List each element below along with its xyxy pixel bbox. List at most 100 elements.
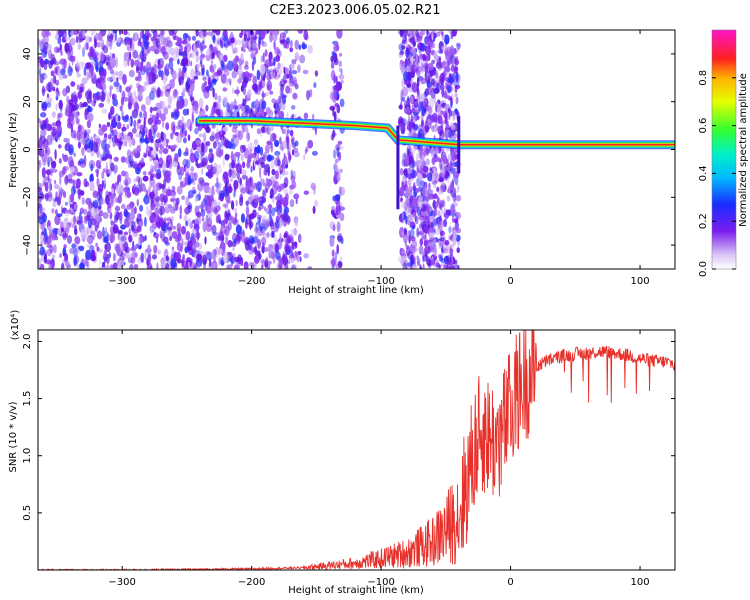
spectrogram-cell: [240, 153, 244, 162]
spectrogram-image: [38, 30, 675, 269]
spectrogram-cell: [150, 198, 154, 205]
spectrogram-cell: [414, 100, 418, 106]
spectrogram-cell: [160, 184, 166, 190]
spectrogram-cell: [437, 217, 440, 228]
spectrogram-cell: [223, 69, 230, 77]
spectrogram-cell: [248, 235, 255, 245]
spectrogram-cell: [288, 190, 293, 195]
spectrogram-cell: [195, 40, 202, 49]
spectrogram-cell: [437, 189, 444, 195]
spectrogram-cell: [174, 153, 179, 162]
spectrogram-cell: [90, 66, 94, 77]
spectrogram-cell: [189, 122, 193, 132]
spectrogram-cell: [149, 208, 152, 215]
spectrogram-cell: [242, 81, 247, 86]
spectrogram-cell: [113, 156, 119, 162]
spectrogram-cell: [430, 87, 436, 99]
spectrogram-cell: [156, 107, 161, 118]
spectrogram-cell: [421, 187, 427, 197]
spectrogram-cell: [261, 264, 264, 269]
spectrogram-cell: [200, 53, 206, 59]
spectrogram-cell: [53, 74, 57, 84]
spectrogram-cell: [230, 150, 234, 162]
spectrogram-cell: [69, 31, 74, 37]
spectrogram-cell: [255, 98, 260, 109]
spectrogram-cell: [120, 245, 125, 252]
spectrogram-cell: [227, 60, 234, 71]
spectrogram-cell: [274, 234, 277, 243]
spectrogram-cell: [271, 168, 276, 176]
spectrogram-cell: [110, 162, 115, 172]
spectrogram-cell: [222, 252, 229, 264]
spectrogram-cell: [213, 162, 218, 174]
spectrogram-cell: [117, 37, 121, 44]
spectrogram-cell: [426, 258, 432, 267]
spectrogram-cell: [85, 249, 92, 261]
spectrogram-cell: [241, 30, 244, 36]
spectrogram-cell: [401, 255, 407, 262]
spectrogram-cell: [214, 182, 220, 188]
spectrogram-cell: [244, 240, 250, 251]
spectrogram-cell: [435, 262, 440, 268]
spectrogram-cell: [432, 210, 438, 217]
spectrogram-cell: [172, 124, 176, 135]
spectrogram-cell: [45, 192, 49, 202]
spectrogram-cell: [200, 107, 203, 112]
spectrogram-cell: [137, 74, 143, 82]
spectrogram-cell: [106, 98, 111, 104]
spectrogram-cell: [107, 235, 111, 241]
spectrogram-cell: [253, 255, 260, 264]
spectrogram-cell: [191, 105, 197, 114]
y-tick-label: 1.5: [22, 391, 33, 407]
spectrogram-cell: [303, 112, 309, 120]
spectrogram-cell: [431, 59, 436, 64]
spectrogram-cell: [432, 200, 438, 209]
spectrogram-cell: [331, 92, 337, 104]
spectrogram-cell: [190, 148, 193, 157]
spectrogram-cell: [184, 176, 188, 186]
spectrogram-cell: [419, 146, 424, 151]
spectrogram-cell: [236, 86, 239, 97]
spectrogram-cell: [109, 191, 116, 199]
spectrogram-cell: [248, 184, 255, 193]
spectrogram-cell: [83, 154, 87, 166]
spectrogram-cell: [157, 64, 163, 70]
spectrogram-cell: [252, 75, 257, 86]
spectrogram-cell: [155, 119, 162, 125]
spectrogram-cell: [202, 30, 208, 37]
spectrogram-cell: [143, 194, 150, 205]
spectrogram-cell: [270, 230, 274, 238]
spectrogram-cell: [398, 122, 405, 130]
spectrogram-cell: [119, 105, 123, 112]
spectrogram-cell: [426, 82, 430, 89]
spectrogram-cell: [286, 128, 290, 135]
spectrogram-cell: [195, 55, 200, 63]
spectrogram-cell: [168, 159, 173, 170]
spectrogram-cell: [103, 230, 109, 238]
spectrogram-cell: [74, 236, 81, 245]
spectrogram-cell: [125, 86, 131, 93]
spectrogram-cell: [47, 225, 53, 232]
spectrogram-cell: [222, 126, 229, 132]
spectrogram-cell: [268, 208, 272, 217]
spectrogram-cell: [149, 106, 153, 114]
spectrogram-cell: [112, 262, 118, 269]
spectrogram-cell: [210, 172, 214, 178]
spectrogram-cell: [329, 236, 335, 247]
spectrogram-cell: [160, 30, 165, 36]
spectrogram-cell: [418, 258, 421, 267]
spectrogram-cell: [229, 104, 234, 110]
spectrogram-cell: [261, 126, 265, 134]
spectrogram-cell: [445, 51, 452, 61]
spectrogram-cell: [176, 185, 183, 195]
spectrogram-cell: [181, 195, 185, 200]
spectrogram-cell: [213, 199, 217, 208]
spectrogram-cell: [310, 182, 316, 190]
spectrogram-cell: [291, 77, 295, 83]
spectrogram-cell: [431, 31, 434, 41]
spectrogram-cell: [205, 85, 211, 92]
spectrogram-cell: [339, 255, 343, 262]
spectrogram-cell: [274, 170, 280, 180]
spectrogram-cell: [415, 53, 419, 64]
spectrogram-cell: [149, 191, 155, 200]
